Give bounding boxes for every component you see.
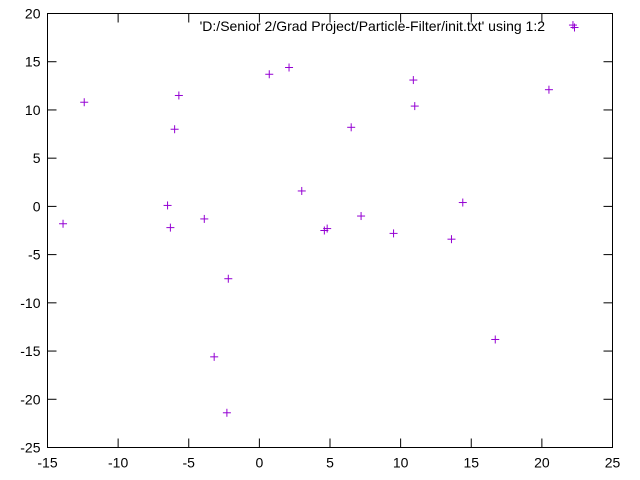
- y-tick-label: -20: [20, 391, 40, 407]
- legend: 'D:/Senior 2/Grad Project/Particle-Filte…: [200, 18, 579, 34]
- x-tick-label: 20: [534, 455, 550, 471]
- x-tick-label: 0: [255, 455, 263, 471]
- data-points: [59, 21, 577, 417]
- data-point: [166, 223, 175, 232]
- data-point: [285, 63, 294, 72]
- data-point: [265, 70, 274, 79]
- y-tick-label: -15: [20, 343, 40, 359]
- data-point: [210, 352, 219, 361]
- y-tick-label: 0: [33, 198, 41, 214]
- y-tick-label: -25: [20, 440, 40, 456]
- data-point: [174, 91, 183, 100]
- y-tick-label: -5: [28, 247, 41, 263]
- legend-plus-marker: [570, 23, 579, 32]
- data-point: [357, 212, 366, 221]
- data-point: [410, 102, 419, 111]
- data-point: [170, 125, 179, 134]
- y-tick-label: 20: [25, 6, 41, 22]
- data-point: [200, 214, 209, 223]
- y-tick-label: 5: [33, 150, 41, 166]
- x-axis-ticks: -15 -10 -5 0 5 10 15 20 25: [37, 13, 621, 471]
- y-tick-label: 15: [25, 54, 41, 70]
- x-tick-label: -10: [108, 455, 128, 471]
- data-point: [80, 98, 89, 107]
- y-axis-ticks: -25 -20 -15 -10 -5 0 5 10 15 20: [20, 6, 613, 456]
- data-point: [491, 335, 500, 344]
- data-point: [222, 408, 231, 417]
- data-point: [297, 186, 306, 195]
- x-tick-label: 5: [326, 455, 334, 471]
- data-point: [447, 235, 456, 244]
- x-tick-label: -15: [37, 455, 57, 471]
- data-point: [347, 123, 356, 132]
- data-point: [163, 201, 172, 210]
- data-point: [409, 76, 418, 85]
- data-point: [59, 219, 68, 228]
- x-tick-label: 10: [393, 455, 409, 471]
- x-tick-label: -5: [183, 455, 196, 471]
- legend-label: 'D:/Senior 2/Grad Project/Particle-Filte…: [200, 18, 546, 34]
- data-point: [458, 198, 467, 207]
- data-point: [323, 224, 332, 233]
- y-tick-label: 10: [25, 102, 41, 118]
- x-tick-label: 15: [463, 455, 479, 471]
- plot-frame: [47, 13, 613, 448]
- data-point: [389, 229, 398, 238]
- data-point: [224, 274, 233, 283]
- y-tick-label: -10: [20, 295, 40, 311]
- x-tick-label: 25: [605, 455, 621, 471]
- data-point: [544, 85, 553, 94]
- legend-marker: [570, 23, 579, 32]
